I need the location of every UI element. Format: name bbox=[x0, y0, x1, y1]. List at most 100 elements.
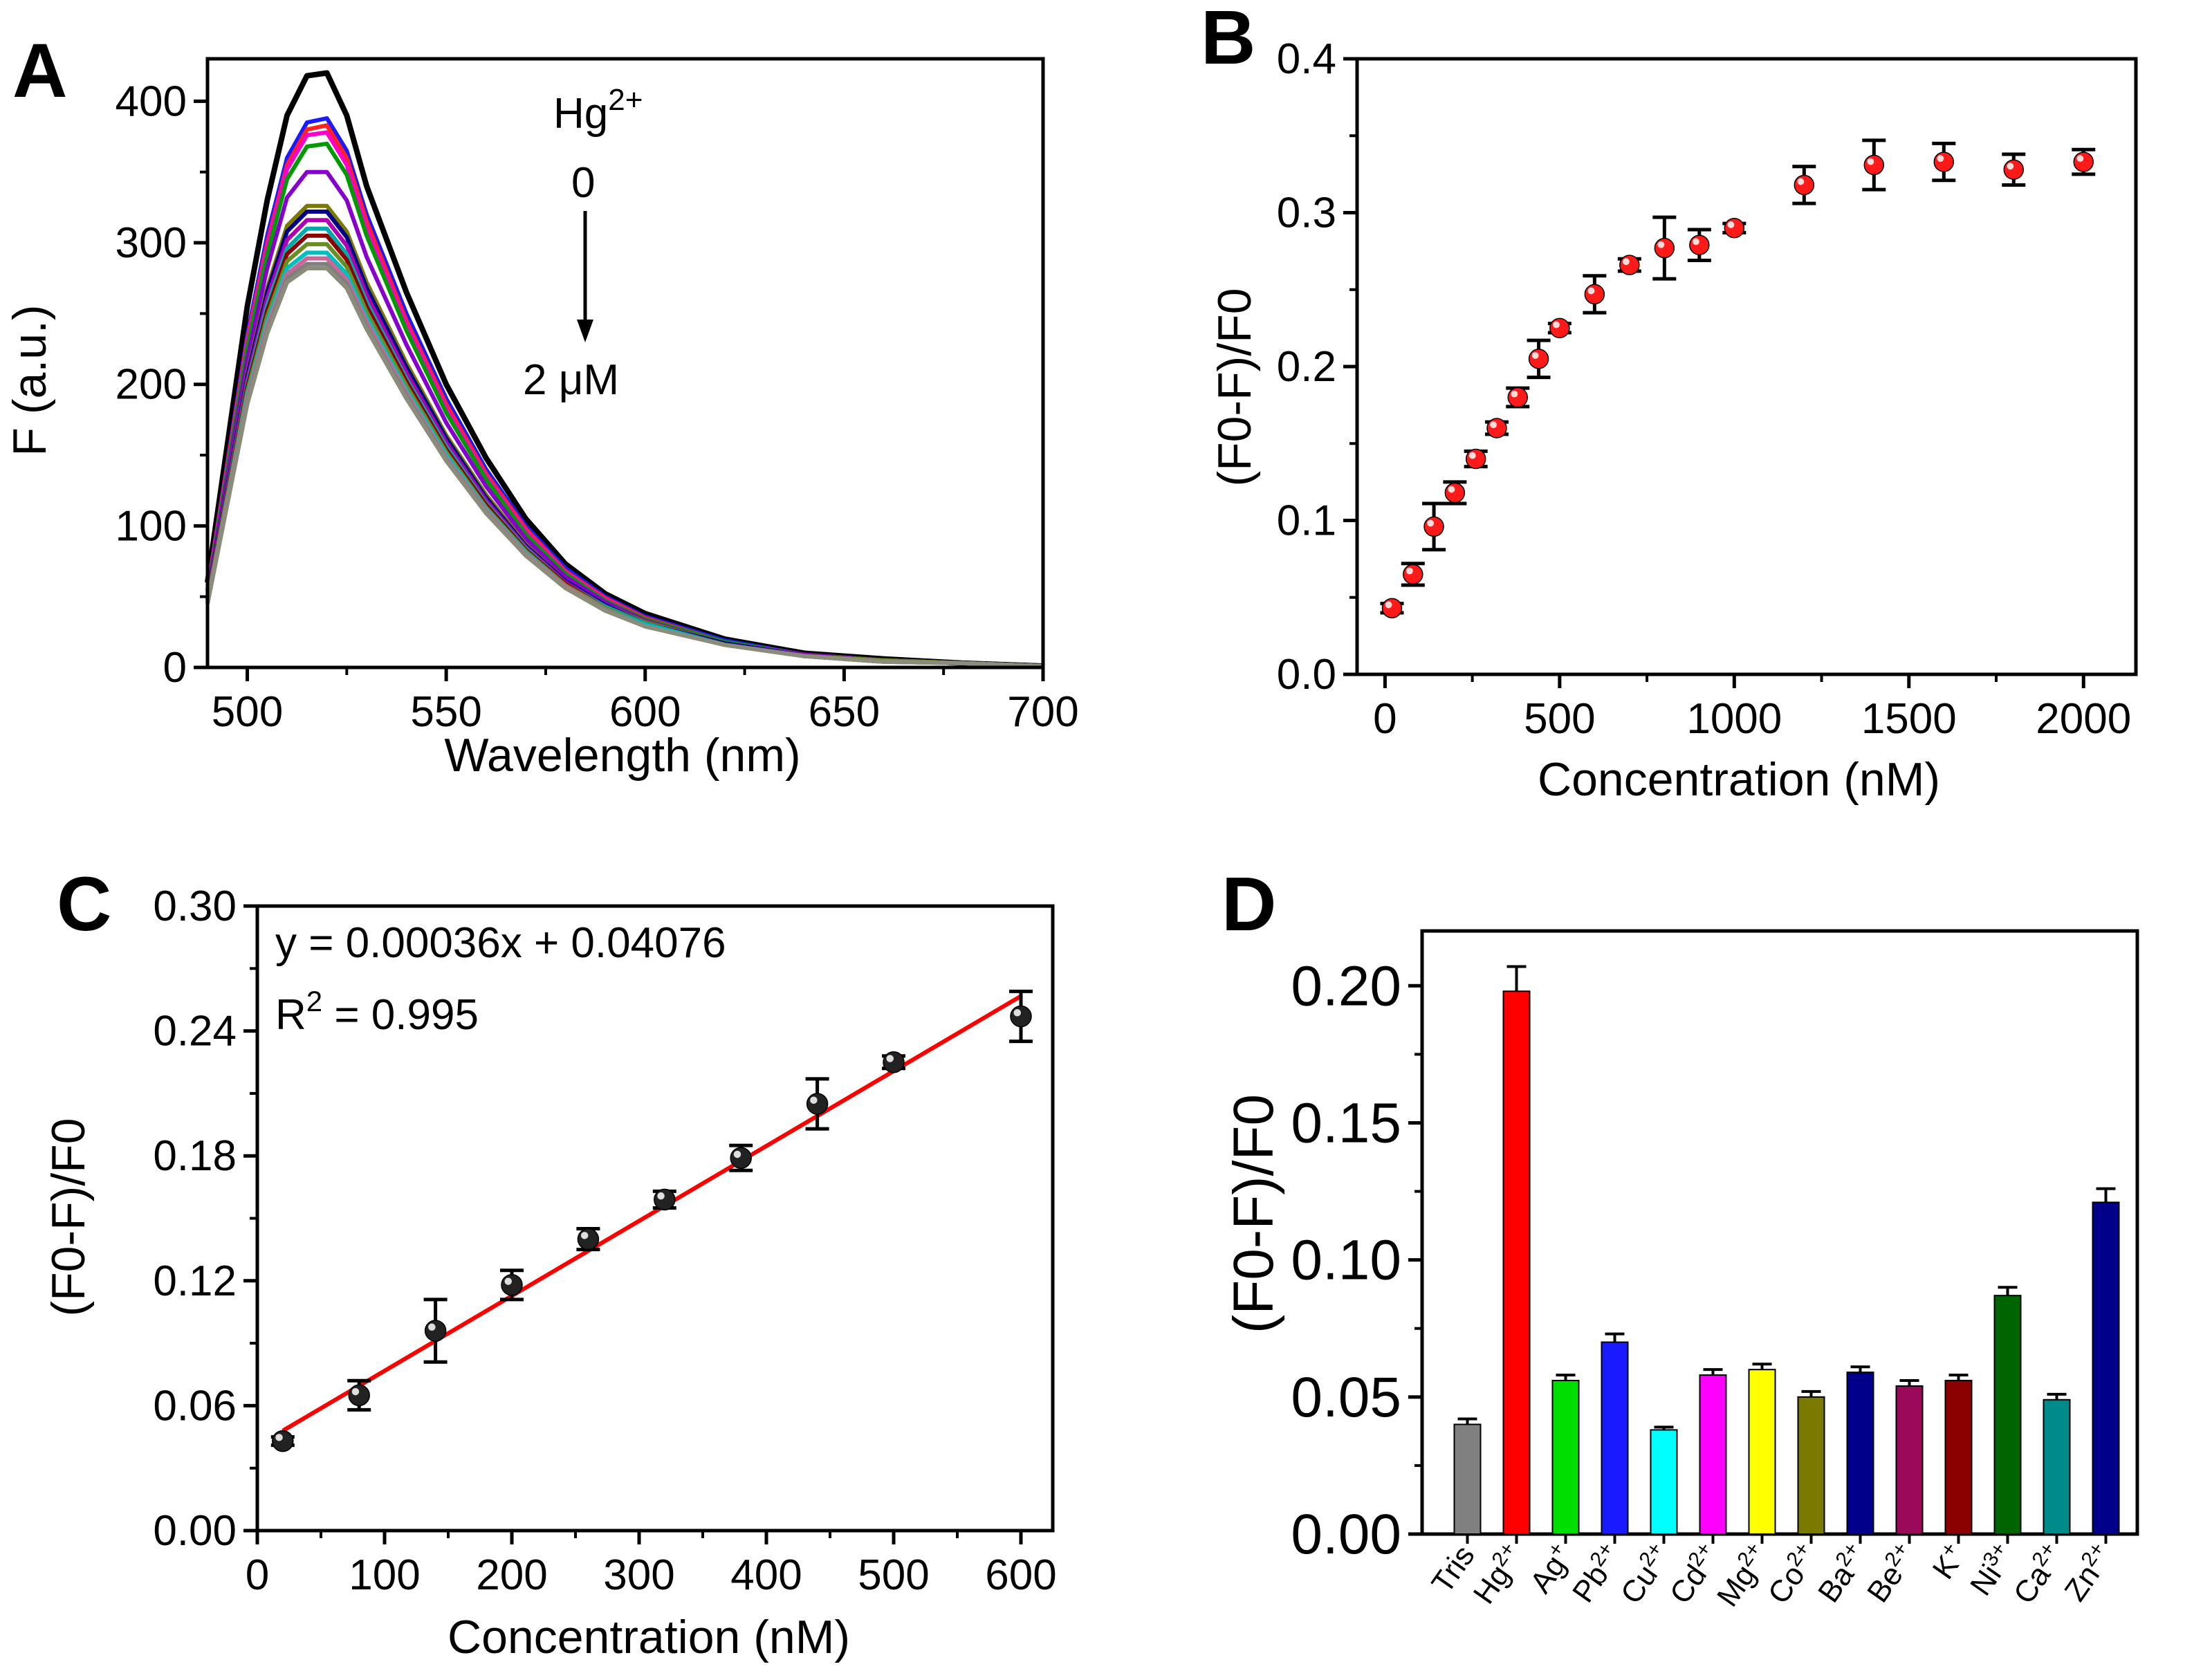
panel-b-data-point bbox=[2073, 151, 2094, 172]
panel-b-data-point-highlight bbox=[1867, 158, 1874, 165]
panel-b-data-point bbox=[1863, 154, 1885, 176]
panel-c-ticks: 0 100 200 300 400 500 600 0.00 0.06 0.12 0.18 0.24 0… bbox=[153, 883, 1056, 1599]
panel-b-data-point-highlight bbox=[1531, 352, 1539, 359]
panel-c-y-tick-label: 0.30 bbox=[153, 883, 237, 930]
panel-b-data-point-highlight bbox=[1405, 567, 1413, 575]
panel-a-series-line bbox=[205, 70, 1044, 669]
panel-d-category-label: K+ bbox=[1924, 1538, 1972, 1585]
panel-c-x-tick-label: 0 bbox=[246, 1551, 269, 1599]
panel-c-data-point bbox=[654, 1188, 676, 1211]
panel-d-bars bbox=[1453, 965, 2120, 1535]
panel-c-data-points bbox=[270, 989, 1033, 1452]
panel-d-bar bbox=[1502, 990, 1531, 1535]
panel-c-x-tick-label: 300 bbox=[603, 1551, 674, 1599]
panel-b-data-point-highlight bbox=[1511, 390, 1518, 398]
panel-b-y-axis-title: (F0-F)/F0 bbox=[1208, 288, 1261, 486]
panel-c-x-tick-label: 600 bbox=[985, 1551, 1056, 1599]
panel-d-bar bbox=[2092, 1201, 2120, 1535]
panel-d-bar bbox=[1650, 1429, 1678, 1535]
panel-d-bar bbox=[1846, 1372, 1874, 1535]
panel-a-ion-label: Hg2+ bbox=[553, 83, 643, 138]
panel-d-category-label: Zn2+ bbox=[2056, 1538, 2120, 1607]
panel-c-data-point-highlight bbox=[351, 1387, 360, 1396]
panel-c-x-tick-label: 400 bbox=[730, 1551, 802, 1599]
panel-b-data-point bbox=[1689, 234, 1710, 255]
panel-c-x-axis-title: Concentration (nM) bbox=[448, 1611, 850, 1663]
panel-b-data-point bbox=[2003, 159, 2025, 180]
panel-c-data-point bbox=[1010, 1005, 1032, 1028]
panel-d-bar bbox=[1551, 1380, 1580, 1535]
panel-d-category-label: Pb2+ bbox=[1565, 1538, 1629, 1609]
panel-b-response-chart: B 0 500 1000 1500 2000 0.0 0.1 0.2 0.3 0.4 Concen… bbox=[1201, 0, 2138, 806]
panel-b-data-point-highlight bbox=[1385, 601, 1392, 609]
panel-d-y-axis-title: (F0-F)/F0 bbox=[1222, 1094, 1285, 1333]
panel-b-x-tick-label: 1500 bbox=[1861, 695, 1957, 743]
panel-a-series-line bbox=[205, 266, 1044, 668]
panel-b-data-point bbox=[1465, 448, 1486, 470]
panel-d-category-label: Mg2+ bbox=[1708, 1538, 1776, 1613]
panel-b-data-point bbox=[1486, 418, 1507, 438]
panel-c-equation: y = 0.00036x + 0.04076 bbox=[275, 919, 726, 967]
panel-c-data-point-highlight bbox=[580, 1232, 589, 1239]
panel-b-data-point bbox=[1403, 564, 1423, 585]
panel-d-letter: D bbox=[1222, 862, 1276, 947]
panel-a-y-tick-label: 200 bbox=[116, 361, 187, 409]
panel-c-data-point-highlight bbox=[504, 1277, 512, 1285]
panel-a-letter: A bbox=[12, 28, 67, 113]
panel-d-y-tick-label: 0.10 bbox=[1291, 1229, 1401, 1292]
panel-d-plot-frame bbox=[1420, 929, 2139, 1536]
panel-c-data-point bbox=[577, 1228, 600, 1250]
panel-c-data-point-highlight bbox=[657, 1192, 665, 1200]
panel-b-data-point-highlight bbox=[1657, 241, 1665, 248]
panel-c-x-tick-label: 100 bbox=[349, 1551, 420, 1599]
panel-a-x-tick-label: 500 bbox=[212, 688, 283, 736]
panel-d-y-tick-label: 0.20 bbox=[1291, 954, 1401, 1017]
panel-a-x-tick-label: 550 bbox=[410, 688, 481, 736]
panel-b-data-point-highlight bbox=[2076, 155, 2084, 163]
panel-b-x-tick-label: 0 bbox=[1373, 695, 1397, 743]
panel-b-data-point bbox=[1724, 218, 1745, 239]
panel-b-x-tick-label: 1000 bbox=[1686, 695, 1782, 743]
panel-b-data-point bbox=[1933, 151, 1955, 172]
panel-b-data-points bbox=[1380, 138, 2096, 619]
panel-d-bar bbox=[1699, 1374, 1727, 1535]
panel-c-y-axis-title: (F0-F)/F0 bbox=[42, 1118, 95, 1316]
panel-c-x-tick-label: 200 bbox=[476, 1551, 547, 1599]
panel-a-series-line bbox=[205, 218, 1044, 668]
panel-b-data-point-highlight bbox=[1490, 421, 1497, 428]
panel-d-bar bbox=[1895, 1385, 1924, 1535]
panel-b-y-tick-label: 0.0 bbox=[1277, 651, 1336, 699]
panel-b-data-point-highlight bbox=[1587, 287, 1595, 295]
panel-b-data-point bbox=[1507, 387, 1529, 408]
panel-c-data-point-highlight bbox=[275, 1434, 283, 1441]
panel-b-data-point-highlight bbox=[1448, 486, 1455, 493]
panel-d-category-label: Be2+ bbox=[1859, 1538, 1924, 1609]
panel-a-y-tick-label: 400 bbox=[116, 77, 187, 125]
panel-c-y-tick-label: 0.06 bbox=[153, 1382, 237, 1430]
panel-b-y-tick-label: 0.2 bbox=[1277, 343, 1336, 391]
panel-a-y-tick-label: 0 bbox=[163, 644, 187, 692]
panel-a-series-line bbox=[205, 116, 1044, 668]
panel-d-y-tick-label: 0.05 bbox=[1291, 1366, 1401, 1429]
panel-b-data-point bbox=[1444, 482, 1466, 504]
panel-c-data-point bbox=[348, 1384, 370, 1407]
panel-c-data-point bbox=[730, 1147, 752, 1169]
panel-d-y-tick-label: 0.00 bbox=[1291, 1503, 1401, 1566]
panel-c-letter: C bbox=[57, 862, 111, 947]
panel-b-plot-frame bbox=[1355, 57, 2138, 676]
panel-a-series-lines bbox=[205, 70, 1044, 669]
panel-c-linear-fit-chart: C 0 100 200 300 400 500 600 0.00 0.06 0.12 0.18 0.2… bbox=[42, 862, 1057, 1663]
panel-c-r-squared: R2 = 0.995 bbox=[275, 985, 479, 1039]
panel-d-category-label: Cu2+ bbox=[1612, 1538, 1677, 1610]
panel-b-data-point bbox=[1794, 174, 1815, 196]
panel-a-arrow-head-icon bbox=[577, 320, 593, 342]
panel-b-data-point-highlight bbox=[1797, 178, 1805, 185]
panel-a-series-line bbox=[205, 123, 1044, 668]
panel-b-data-point-highlight bbox=[1693, 238, 1699, 246]
panel-b-data-point-highlight bbox=[1727, 221, 1735, 228]
panel-c-x-tick-label: 500 bbox=[858, 1551, 929, 1599]
panel-b-data-point-highlight bbox=[1623, 258, 1630, 266]
panel-a-y-tick-label: 100 bbox=[116, 502, 187, 550]
panel-c-y-tick-label: 0.24 bbox=[153, 1008, 237, 1055]
